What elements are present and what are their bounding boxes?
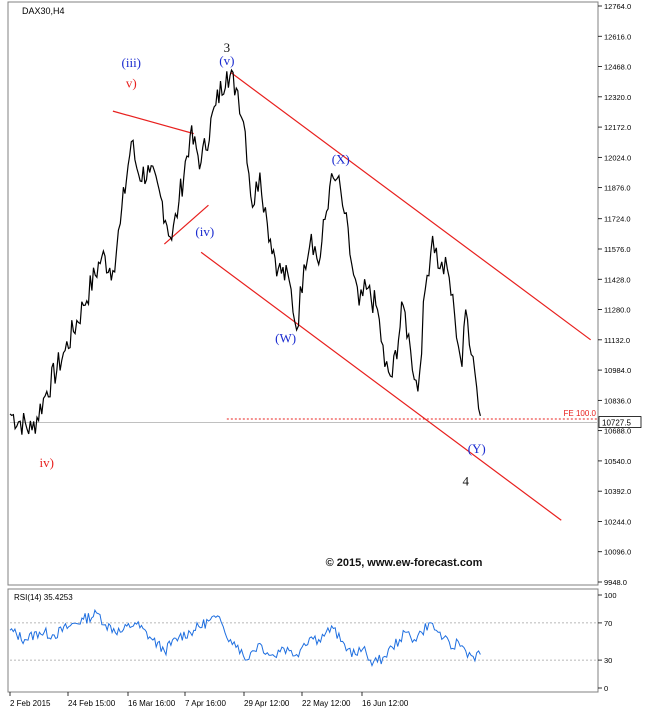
rsi-level-lines (10, 622, 598, 661)
wave-label: (X) (332, 152, 350, 167)
price-y-tick-label: 10836.0 (604, 396, 631, 405)
x-tick-label: 7 Apr 16:00 (185, 699, 226, 708)
price-y-tick-label: 10984.0 (604, 366, 631, 375)
rsi-title: RSI(14) 35.4253 (14, 593, 73, 602)
current-price-label: 10727.5 (602, 419, 631, 428)
wave-label: (Y) (468, 441, 486, 456)
x-tick-label: 24 Feb 15:00 (68, 699, 116, 708)
price-y-tick-label: 12468.0 (604, 63, 631, 72)
price-y-tick-label: 11280.0 (604, 306, 631, 315)
time-x-axis: 2 Feb 2015 24 Feb 15:00 16 Mar 16:00 7 Apr … (9, 692, 409, 708)
price-y-tick-label: 12764.0 (604, 2, 631, 11)
price-y-tick-label: 9948.0 (604, 578, 627, 587)
rsi-y-tick-label: 30 (604, 656, 612, 665)
price-y-tick-label: 11724.0 (604, 215, 631, 224)
channel-line (200, 251, 562, 521)
price-y-tick-label: 12616.0 (604, 32, 631, 41)
wave-label: 4 (462, 473, 469, 488)
chart-title: DAX30,H4 (22, 6, 65, 16)
price-y-tick-label: 10688.0 (604, 427, 631, 436)
price-chart-frame (7, 1, 599, 586)
x-tick-label: 2 Feb 2015 (10, 699, 51, 708)
wave-segment (112, 110, 194, 135)
price-y-tick-label: 10392.0 (604, 487, 631, 496)
rsi-y-axis: 100 70 30 0 (598, 591, 617, 693)
rsi-y-tick-label: 0 (604, 684, 608, 693)
fe-level-label: FE 100.0 (564, 409, 597, 418)
wave-label: iv) (40, 455, 54, 470)
rsi-y-tick-label: 70 (604, 619, 612, 628)
price-line (9, 68, 481, 435)
x-tick-label: 22 May 12:00 (302, 699, 351, 708)
price-y-tick-label: 12024.0 (604, 153, 631, 162)
price-chart-panel[interactable]: DAX30,H4 12764.0 12616.0 12468.0 12320.0 121… (7, 1, 642, 587)
price-y-tick-label: 11428.0 (604, 275, 631, 284)
x-tick-label: 16 Jun 12:00 (362, 699, 409, 708)
rsi-y-tick-label: 100 (604, 591, 617, 600)
wave-label: (v) (219, 53, 234, 68)
price-y-tick-label: 11576.0 (604, 245, 631, 254)
wave-label: (W) (275, 330, 296, 345)
wave-label: 3 (224, 40, 231, 55)
x-tick-label: 16 Mar 16:00 (128, 699, 176, 708)
price-y-tick-label: 10096.0 (604, 548, 631, 557)
wave-label: (iii) (122, 55, 142, 70)
current-price-tag-background (598, 416, 642, 428)
wave-label: v) (126, 76, 137, 91)
rsi-frame (7, 588, 599, 693)
price-y-tick-label: 11876.0 (604, 184, 631, 193)
rsi-panel[interactable]: RSI(14) 35.4253 100 70 30 0 (7, 588, 617, 693)
price-y-axis: 12764.0 12616.0 12468.0 12320.0 12172.0 12024… (598, 2, 631, 587)
current-price-tag: 10727.5 (598, 416, 642, 428)
x-tick-label: 29 Apr 12:00 (244, 699, 290, 708)
channel-line (230, 71, 592, 341)
price-y-tick-label: 10244.0 (604, 517, 631, 526)
rsi-line (9, 608, 481, 668)
watermark: © 2015, www.ew-forecast.com (326, 557, 483, 569)
price-y-tick-label: 12172.0 (604, 123, 631, 132)
channel-lines (200, 71, 592, 521)
wave-labels: 3(v) (iii) v) (iv) (X) (W) (Y) 4 iv) (40, 40, 486, 489)
wave-label: (iv) (195, 224, 214, 239)
price-y-tick-label: 12320.0 (604, 93, 631, 102)
price-y-tick-label: 10540.0 (604, 457, 631, 466)
price-y-tick-label: 11132.0 (604, 336, 630, 345)
